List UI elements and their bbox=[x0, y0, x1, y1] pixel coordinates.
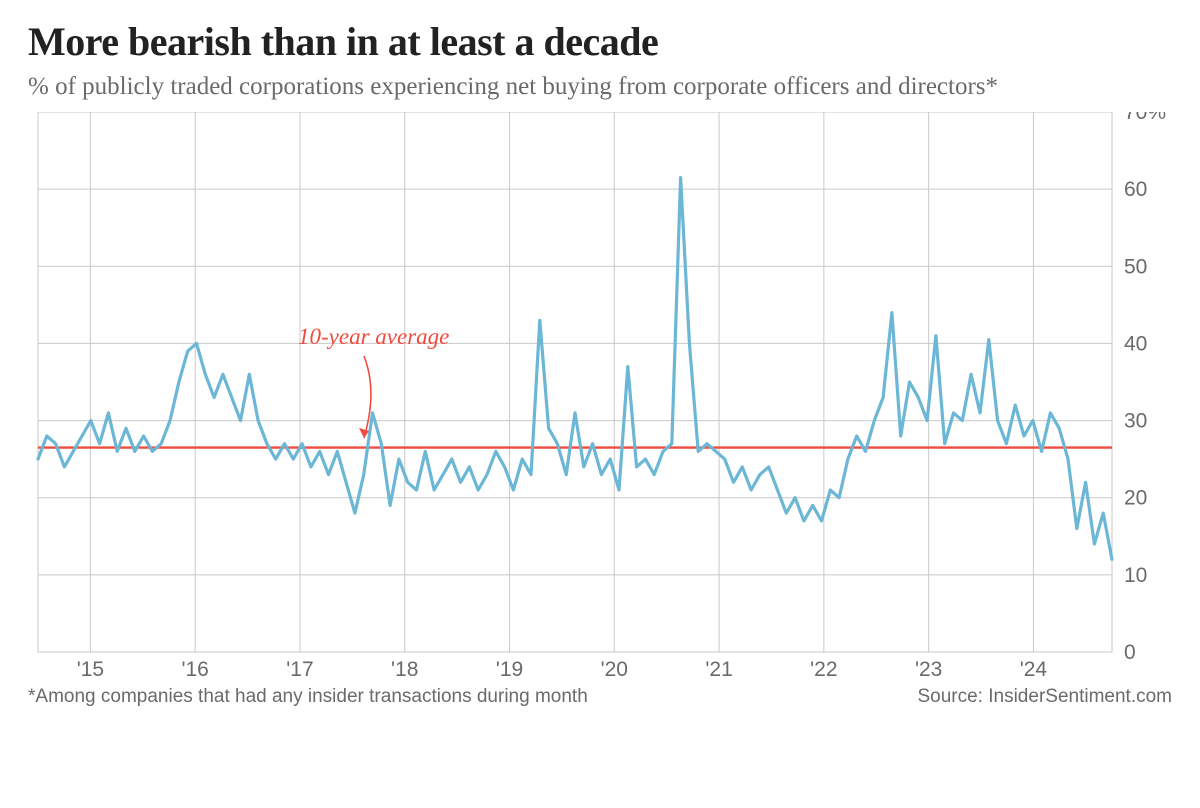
svg-text:'24: '24 bbox=[1020, 658, 1048, 680]
plot-area: 0 10 20 30 40 50 60 70% '15 '16 '17 '18 '19 '20 '21 '22… bbox=[28, 112, 1172, 680]
svg-text:30: 30 bbox=[1124, 410, 1147, 433]
svg-text:70%: 70% bbox=[1124, 112, 1166, 124]
svg-text:'18: '18 bbox=[391, 658, 418, 680]
svg-text:'16: '16 bbox=[181, 658, 208, 680]
footnote: *Among companies that had any insider tr… bbox=[28, 686, 588, 708]
svg-text:0: 0 bbox=[1124, 641, 1136, 664]
svg-text:'19: '19 bbox=[496, 658, 523, 680]
svg-text:50: 50 bbox=[1124, 256, 1147, 279]
svg-text:20: 20 bbox=[1124, 487, 1147, 510]
svg-text:'22: '22 bbox=[810, 658, 837, 680]
footnote-row: *Among companies that had any insider tr… bbox=[28, 686, 1172, 708]
svg-text:10: 10 bbox=[1124, 564, 1147, 587]
svg-text:40: 40 bbox=[1124, 333, 1147, 356]
svg-text:'20: '20 bbox=[601, 658, 628, 680]
chart-container: More bearish than in at least a decade %… bbox=[0, 0, 1200, 808]
source-label: Source: InsiderSentiment.com bbox=[917, 686, 1172, 708]
svg-text:'15: '15 bbox=[77, 658, 104, 680]
svg-text:'17: '17 bbox=[286, 658, 313, 680]
svg-text:'21: '21 bbox=[705, 658, 732, 680]
chart-title: More bearish than in at least a decade bbox=[28, 18, 1172, 65]
svg-text:'23: '23 bbox=[915, 658, 942, 680]
svg-text:60: 60 bbox=[1124, 178, 1147, 201]
chart-subtitle: % of publicly traded corporations experi… bbox=[28, 71, 1172, 102]
average-annotation-label: 10-year average bbox=[298, 324, 449, 350]
line-chart-svg: 0 10 20 30 40 50 60 70% '15 '16 '17 '18 '19 '20 '21 '22… bbox=[28, 112, 1172, 680]
